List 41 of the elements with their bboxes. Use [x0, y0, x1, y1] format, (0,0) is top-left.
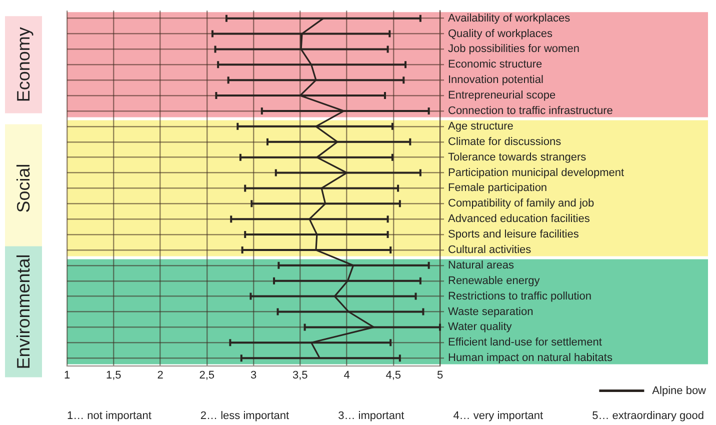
y-tick-label: Entrepreneurial scope	[448, 90, 556, 102]
y-tick-label: Tolerance towards strangers	[448, 151, 587, 164]
y-tick-label: Water quality	[448, 321, 512, 334]
y-tick-label: Age structure	[448, 120, 514, 132]
y-tick-label: Renewable energy	[448, 274, 540, 287]
text: 3… important	[338, 410, 404, 422]
x-tick-label: 4	[344, 369, 350, 382]
text: 4… very important	[453, 410, 544, 422]
x-tick-label: 1	[64, 369, 70, 382]
x-tick-label: 2,5	[199, 369, 215, 382]
x-tick-label: 2	[157, 369, 164, 382]
y-tick-label: Cultural activities	[448, 244, 532, 256]
y-tick-label: Female participation	[448, 182, 548, 194]
y-tick-label: Innovation potential	[448, 74, 544, 86]
y-tick-label: Waste separation	[448, 306, 534, 318]
y-tick-label: Participation municipal development	[448, 166, 624, 179]
y-tick-label: Climate for discussions	[448, 136, 562, 148]
x-tick-label: 3,5	[292, 369, 308, 382]
text: 1… not important	[67, 410, 152, 422]
y-tick-label: Sports and leisure facilities	[448, 228, 580, 241]
text: 5… extraordinary good	[592, 410, 704, 422]
y-tick-label: Connection to traffic infrastructure	[448, 105, 613, 118]
band-label: Economy	[13, 27, 34, 102]
y-tick-label: Advanced education facilities	[448, 213, 590, 226]
band-label: Social	[13, 164, 34, 213]
y-tick-label: Efficient land-use for settlement	[448, 336, 602, 349]
y-tick-label: Availability of workplaces	[448, 12, 571, 24]
x-tick-label: 5	[436, 369, 444, 382]
y-tick-label: Job possibilities for women	[448, 43, 580, 56]
band-label: Environmental	[13, 254, 34, 370]
y-tick-label: Compatibility of family and job	[448, 198, 594, 210]
y-tick-label: Economic structure	[448, 58, 542, 71]
text: 2… less important	[200, 410, 290, 422]
y-tick-label: Natural areas	[448, 259, 515, 272]
x-tick-label: 4,5	[386, 369, 402, 382]
x-tick-label: 1,5	[106, 369, 122, 382]
y-tick-label: Restrictions to traffic pollution	[448, 290, 592, 302]
legend-label: Alpine bow	[652, 384, 706, 397]
y-tick-label: Human impact on natural habitats	[448, 352, 613, 364]
y-tick-label: Quality of workplaces	[448, 28, 554, 40]
x-tick-label: 3	[250, 369, 257, 382]
